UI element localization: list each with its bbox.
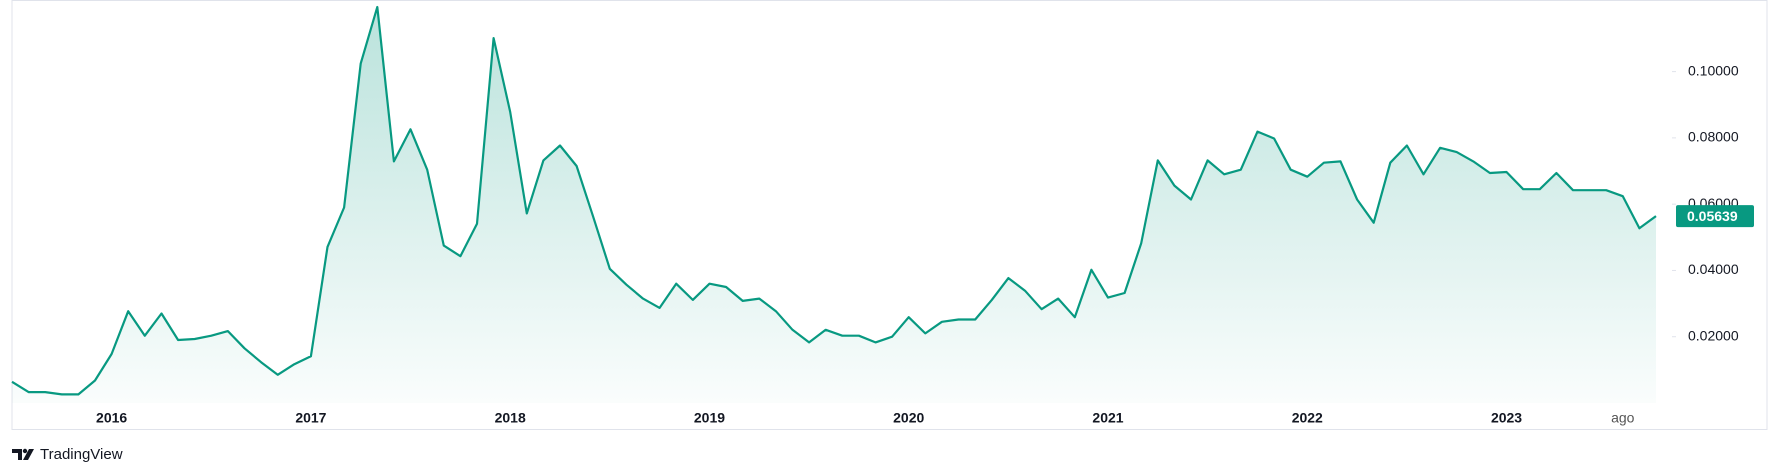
chart-frame: [11, 0, 1768, 430]
area-fill: [12, 7, 1656, 403]
x-tick-label: 2019: [694, 410, 725, 426]
x-tick-label: 2021: [1092, 410, 1123, 426]
y-tick-label: 0.08000: [1688, 129, 1739, 145]
x-tick-label: 2016: [96, 410, 127, 426]
x-tick-label: 2020: [893, 410, 924, 426]
y-tick-label: 0.02000: [1688, 327, 1739, 343]
y-tick-label: 0.04000: [1688, 261, 1739, 277]
price-line: [11, 5, 1657, 396]
y-tick-label: 0.10000: [1688, 62, 1739, 78]
brand-name: TradingView: [40, 446, 123, 463]
x-tick-label: 2022: [1292, 410, 1323, 426]
last-value-badge: [1676, 205, 1754, 228]
x-tick-label: 2023: [1491, 410, 1522, 426]
brand-logo: [12, 448, 34, 460]
x-tick-label: ago: [1611, 410, 1635, 426]
last-value-label: 0.05639: [1687, 208, 1738, 224]
x-tick-label: 2018: [495, 410, 526, 426]
x-tick-label: 2017: [295, 410, 326, 426]
